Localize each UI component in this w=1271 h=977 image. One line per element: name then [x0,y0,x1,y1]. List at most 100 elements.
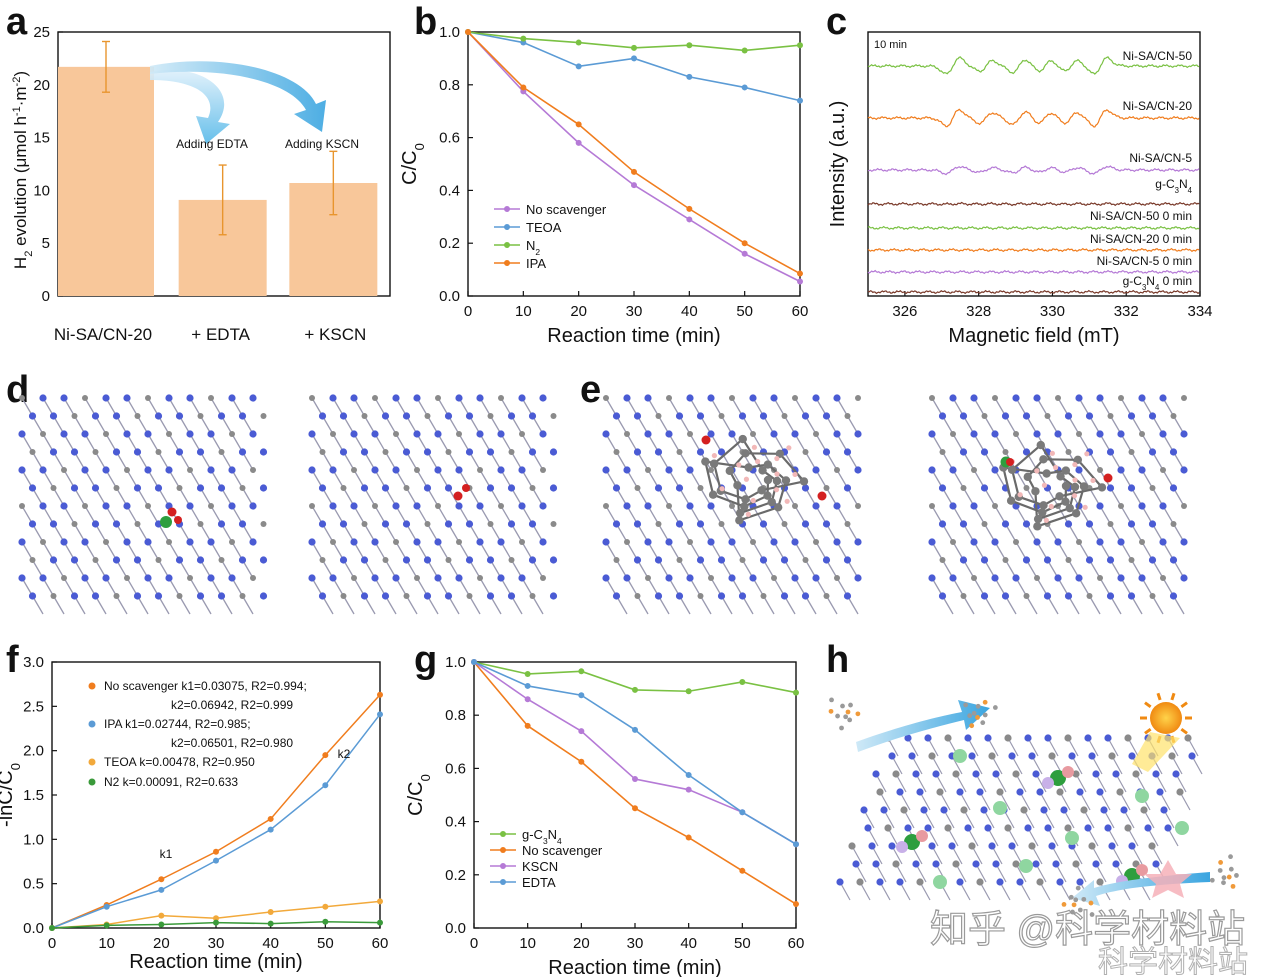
hydrogen-atom [1071,493,1078,499]
label-part: g-C [1123,274,1143,288]
legend-label: EDTA [522,875,556,890]
nitrogen-atom [528,448,537,456]
nitrogen-atom [39,502,47,510]
trace-label: Ni-SA/CN-5 0 min [1097,254,1192,268]
oxygen-atom [174,516,182,524]
nitrogen-atom [102,466,110,474]
atom [1052,860,1060,868]
hydrogen-atom [745,511,751,517]
nitrogen-atom [1096,538,1104,546]
panel-label-b: b [414,1,437,43]
nitrogen-atom [402,556,411,564]
nitrogen-atom [91,592,100,600]
carbon-atom [1160,467,1166,473]
data-point [685,688,692,695]
panel-label-f: f [6,639,19,681]
carbon-atom [330,431,336,437]
atom [968,752,976,760]
atom [1032,860,1040,868]
nitrogen-atom [238,520,247,528]
carbon-atom [792,503,798,509]
carbon-atom [424,521,431,527]
nitrogen-atom [434,466,442,474]
data-point [797,97,803,104]
atom [1112,860,1120,868]
nitrogen-atom [707,502,715,510]
carbon-atom [176,593,183,599]
panel-label-a: a [6,1,28,43]
atom [948,842,956,850]
carbon-atom [855,395,861,401]
nitrogen-atom [133,592,142,600]
data-point [741,47,748,54]
data-point [575,63,582,70]
x-tick-label: 50 [317,935,334,952]
hydrogen-atom [1017,492,1023,498]
nitrogen-atom [843,484,852,492]
carbon-atom [414,575,420,581]
nitrogen-atom [1022,520,1031,528]
carbon-atom [145,395,151,401]
data-point [322,903,329,910]
label-part: 2 [535,247,540,257]
nitrogen-atom [486,448,495,456]
nitrogen-atom [644,394,652,402]
x-tick-label: 40 [262,935,279,952]
nitrogen-atom [207,538,215,546]
x-tick-label: 30 [208,935,225,952]
nitrogen-atom [238,448,247,456]
series-line [467,31,801,283]
atom [932,860,940,868]
nitrogen-atom [413,394,421,402]
nitrogen-atom [759,556,768,564]
carbon-atom [1039,455,1048,464]
carbon-atom [1079,482,1089,491]
nitrogen-atom [1012,394,1020,402]
atom [1028,842,1036,850]
hydrogen-atom [1053,464,1059,471]
nitrogen-atom [1117,466,1125,474]
data-point [578,692,585,699]
legend-marker [504,242,510,248]
carbon-atom [319,557,326,563]
data-point [158,921,165,928]
nitrogen-atom [381,520,390,528]
carbon-atom [613,449,620,455]
nitrogen-atom [81,466,89,474]
nitrogen-atom [1127,520,1136,528]
nitrogen-atom [70,484,79,492]
carbon-atom [1139,539,1145,545]
nitrogen-atom [1033,538,1041,546]
data-point [524,696,531,703]
carbon-atom [1033,522,1042,531]
chart-b-scavenger-degradation: 0 10 20 30 40 50 600.00.20.40.60.81.0No scaven… [399,24,808,347]
nitrogen-atom [249,394,257,402]
nitrogen-atom [339,556,348,564]
nitrogen-atom [991,574,999,582]
y-tick-label: 25 [33,24,50,41]
nitrogen-atom [350,430,358,438]
atom [1024,734,1032,742]
label-part: 4 [557,836,562,846]
nitrogen-atom [728,574,736,582]
hydrogen-atom [774,455,780,462]
data-point [158,912,165,919]
bond [713,438,744,465]
atom [840,703,845,709]
carbon-atom [802,449,809,455]
nitrogen-atom [1022,448,1031,456]
nitrogen-atom [186,502,194,510]
carbon-atom [456,431,462,437]
carbon-atom [735,516,744,525]
y-tick-label: 0.0 [23,920,44,937]
trace-label: Ni-SA/CN-20 [1123,99,1193,113]
legend-label: No scavenger k1=0.03075, R2=0.994; [104,679,307,693]
nitrogen-atom [633,520,642,528]
nitrogen-atom [686,574,694,582]
carbon-atom [1044,413,1051,419]
atom [1028,752,1036,760]
nitrogen-atom [623,466,631,474]
atom [982,712,988,718]
label-part: 2 [23,251,35,257]
